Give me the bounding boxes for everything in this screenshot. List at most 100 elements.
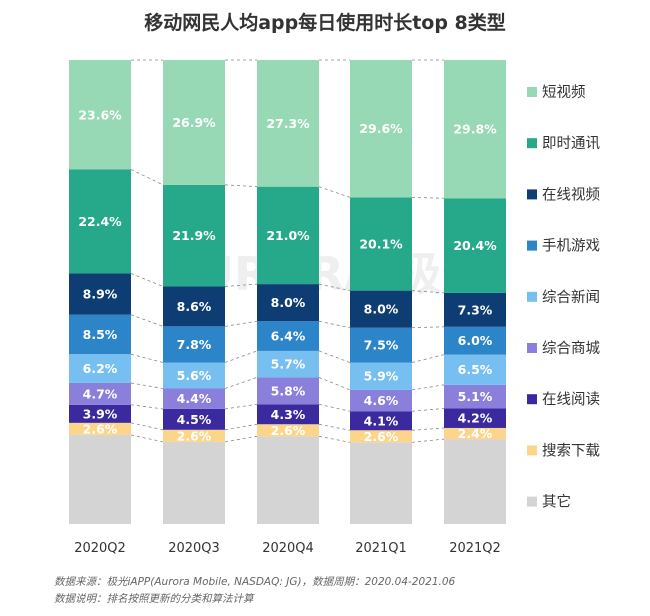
data-label: 27.3%: [266, 116, 310, 131]
legend-swatch: [527, 445, 537, 456]
data-label: 5.7%: [271, 357, 306, 372]
data-label: 8.0%: [364, 302, 399, 317]
bar-segment: [444, 439, 506, 524]
connector-line: [224, 283, 258, 287]
connector-line: [318, 423, 351, 431]
connector-line: [318, 283, 351, 291]
data-label: 23.6%: [78, 107, 122, 122]
bar-segment: [69, 273, 131, 315]
connector-line: [411, 290, 445, 294]
bar-segment: [350, 389, 412, 412]
bar-segment: [350, 60, 412, 198]
footnote-note: 数据说明：排名按照更新的分类和算法计算: [54, 593, 254, 605]
bar-segment: [163, 60, 225, 185]
connector-line: [224, 403, 258, 410]
legend-swatch: [527, 343, 537, 353]
connector-line: [130, 434, 164, 443]
bar-segment: [163, 326, 225, 363]
x-axis-labels: 2020Q2 2020Q3 2020Q4 2021Q1 2021Q2: [74, 541, 501, 556]
data-label: 6.2%: [83, 361, 118, 376]
bar-segment: [257, 60, 319, 187]
legend-label: 手机游戏: [542, 238, 600, 255]
bar-segment: [350, 442, 412, 524]
connector-line: [411, 384, 445, 391]
bar-segment: [69, 60, 131, 170]
data-label: 26.9%: [172, 115, 216, 130]
bar-segment: [350, 290, 412, 328]
legend-swatch: [527, 87, 537, 97]
data-label: 4.1%: [364, 413, 399, 428]
connector-line: [130, 273, 164, 287]
legend-label: 综合新闻: [542, 289, 600, 306]
data-label: 7.3%: [458, 302, 493, 317]
data-label: 5.1%: [458, 389, 493, 404]
bar-segment: [444, 292, 506, 327]
bar-segment: [163, 388, 225, 409]
bar-segment: [69, 434, 131, 524]
bar-segment: [69, 314, 131, 355]
data-label: 7.5%: [364, 338, 399, 353]
legend-swatch: [527, 394, 537, 405]
legend-label: 在线视频: [542, 186, 600, 203]
connector-line: [224, 184, 258, 188]
data-label: 20.1%: [359, 236, 403, 251]
data-label: 4.7%: [83, 386, 118, 401]
connector-line: [130, 404, 164, 410]
bar-segment: [163, 362, 225, 389]
data-label: 21.0%: [266, 228, 310, 243]
bar-segment: [444, 408, 506, 428]
legend-label: 综合商城: [542, 340, 600, 357]
connector-line: [318, 350, 351, 363]
connector-line: [411, 438, 445, 443]
data-label: 2.6%: [177, 428, 212, 443]
x-tick-label: 2020Q3: [168, 541, 220, 556]
bar-segment: [350, 411, 412, 431]
connector-line: [411, 408, 445, 412]
connector-lines: [130, 59, 445, 443]
data-label: 7.8%: [177, 337, 212, 352]
data-label: 5.9%: [364, 369, 399, 384]
data-label: 5.6%: [177, 368, 212, 383]
stacked-bar-chart: AURORA 极光 2.6%3.9%4.7%6.2%8.5%8.9%22.4%2…: [69, 59, 600, 556]
data-label: 8.0%: [271, 295, 306, 310]
x-tick-label: 2020Q2: [74, 541, 126, 556]
bar-segments: [69, 60, 506, 524]
bar-segment: [444, 60, 506, 199]
connector-line: [318, 403, 351, 412]
bar-segment: [257, 424, 319, 437]
bar-segment: [257, 404, 319, 425]
bar-segment: [257, 436, 319, 524]
legend-label: 在线阅读: [542, 391, 600, 408]
legend-label: 短视频: [542, 84, 586, 101]
connector-line: [318, 435, 351, 443]
data-label: 4.6%: [364, 393, 399, 408]
x-tick-label: 2021Q2: [449, 541, 501, 556]
data-label: 8.9%: [83, 287, 118, 302]
data-label: 3.9%: [83, 406, 118, 421]
bar-segment: [444, 354, 506, 385]
bar-segment: [163, 429, 225, 442]
data-label: 2.6%: [271, 423, 306, 438]
connector-line: [411, 354, 445, 363]
connector-line: [318, 320, 351, 329]
connector-line: [130, 353, 164, 363]
data-label: 4.3%: [271, 407, 306, 422]
bar-segment: [163, 408, 225, 430]
bar-segment: [444, 198, 506, 293]
data-labels: 2.6%3.9%4.7%6.2%8.5%8.9%22.4%23.6%2.6%4.…: [78, 107, 497, 444]
bar-segment: [69, 354, 131, 383]
data-label: 21.9%: [172, 228, 216, 243]
bar-segment: [257, 321, 319, 351]
data-label: 6.5%: [458, 362, 493, 377]
data-label: 5.8%: [271, 383, 306, 398]
legend-swatch: [527, 138, 537, 149]
bar-segment: [350, 327, 412, 363]
bar-segment: [257, 377, 319, 405]
connector-line: [224, 350, 258, 363]
connector-line: [224, 423, 258, 431]
footnote-source: 数据来源：极光iAPP(Aurora Mobile, NASDAQ: JG)，数…: [54, 576, 456, 588]
x-tick-label: 2021Q1: [355, 541, 407, 556]
connector-line: [224, 320, 258, 327]
connector-line: [318, 377, 351, 391]
